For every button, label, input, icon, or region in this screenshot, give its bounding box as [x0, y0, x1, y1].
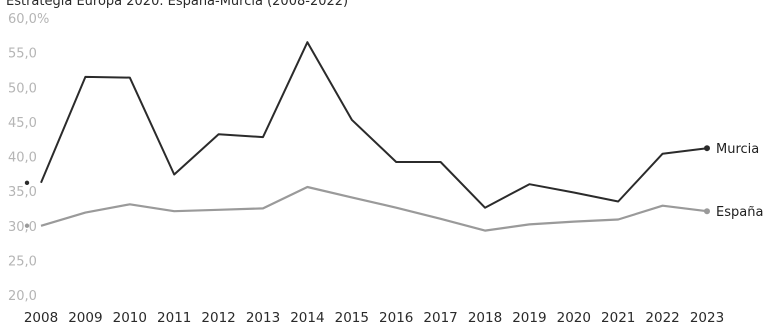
- x-tick-label: 2009: [68, 310, 102, 325]
- series-start-marker-murcia: [24, 180, 30, 186]
- y-tick-label: 55,0: [8, 47, 37, 62]
- x-tick-label: 2013: [246, 310, 280, 325]
- y-axis: 20,0 25,0 30,0 35,0 40,0 45,0 50,0 55,0 60,0%: [8, 12, 49, 304]
- series-label-murcia: Murcia: [716, 142, 759, 157]
- x-tick-label: 2014: [290, 310, 324, 325]
- x-tick-label: 2008: [24, 310, 58, 325]
- y-tick-label: 20,0: [8, 289, 37, 304]
- series-line-murcia: [40, 41, 708, 209]
- y-tick-label: 30,0: [8, 220, 37, 235]
- x-tick-label: 2018: [468, 310, 502, 325]
- chart-title: Estrategia Europa 2020. España-Murcia (2…: [6, 0, 349, 9]
- x-tick-label: 2015: [335, 310, 369, 325]
- series-end-marker-espana: [704, 208, 710, 215]
- x-tick-label: 2017: [423, 310, 457, 325]
- series-lines: [40, 41, 708, 232]
- x-tick-label: 2016: [379, 310, 413, 325]
- x-axis: 2008 2009 2010 2011 2012 2013 2014 2015 2016 2017…: [24, 310, 724, 325]
- x-tick-label: 2012: [201, 310, 235, 325]
- y-tick-label: 40,0: [8, 151, 37, 166]
- series-line-espana: [40, 185, 708, 232]
- series-end-marker-murcia: [704, 145, 710, 152]
- y-tick-label: 45,0: [8, 116, 37, 131]
- y-tick-label: 50,0: [8, 81, 37, 96]
- x-tick-label: 2021: [601, 310, 635, 325]
- series-labels: Murcia España: [716, 142, 763, 220]
- series-start-marker-espana: [24, 223, 30, 228]
- x-tick-label: 2020: [557, 310, 591, 325]
- y-tick-label: 25,0: [8, 254, 37, 269]
- x-tick-label: 2023: [690, 310, 724, 325]
- series-endpoints: [24, 145, 710, 228]
- x-tick-label: 2019: [512, 310, 546, 325]
- x-tick-label: 2011: [157, 310, 191, 325]
- series-label-espana: España: [716, 205, 763, 220]
- x-tick-label: 2022: [645, 310, 679, 325]
- x-tick-label: 2010: [113, 310, 147, 325]
- y-tick-label: 60,0%: [8, 12, 49, 27]
- y-tick-label: 35,0: [8, 185, 37, 200]
